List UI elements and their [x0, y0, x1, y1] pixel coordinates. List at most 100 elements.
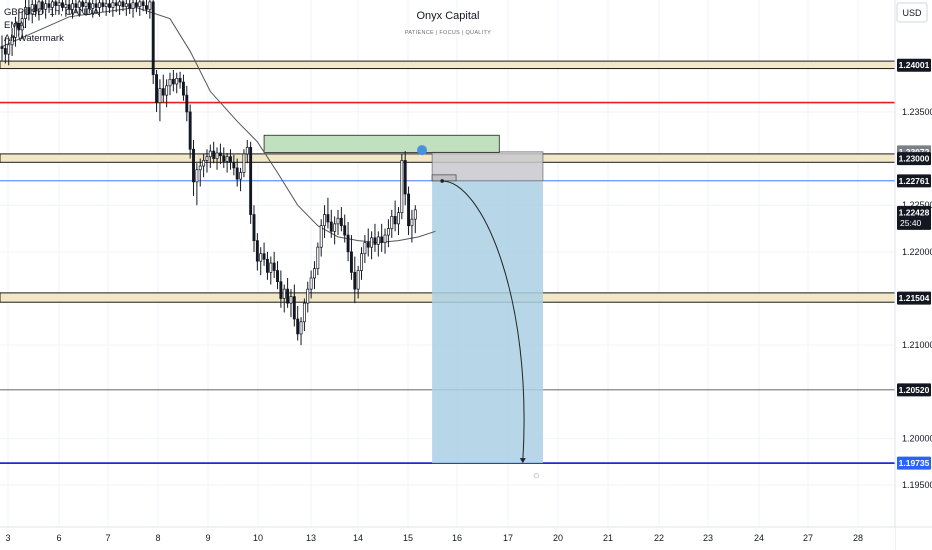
- candle-body: [383, 234, 387, 243]
- price-tick-label: 1.22500: [902, 200, 932, 210]
- candle-body: [323, 214, 327, 227]
- candle-body: [101, 2, 105, 7]
- candle-body: [108, 3, 111, 8]
- time-tick-label: 15: [403, 533, 413, 543]
- candle-body: [296, 318, 300, 335]
- price-badge: [897, 174, 931, 188]
- candle-body: [158, 88, 162, 103]
- time-tick-label: 22: [654, 533, 664, 543]
- candle-body: [40, 1, 44, 10]
- candle-body: [27, 7, 31, 15]
- candle-body: [141, 1, 145, 6]
- candle-body: [376, 236, 380, 245]
- currency-button[interactable]: [896, 2, 928, 23]
- candle-body: [97, 2, 101, 8]
- candle-body: [400, 160, 404, 214]
- candle-body: [282, 288, 286, 299]
- candle-body: [54, 1, 58, 6]
- candle-body: [272, 262, 276, 271]
- candle-body: [175, 78, 179, 85]
- supply-box: [263, 134, 500, 153]
- candle-body: [20, 18, 24, 31]
- candle-body: [218, 152, 222, 157]
- small-circle-marker: [533, 472, 539, 479]
- candle-body: [319, 225, 323, 248]
- candle-body: [44, 3, 48, 10]
- chart-subtitle: PATIENCE | FOCUS | QUALITY: [405, 30, 491, 36]
- time-tick-label: 23: [703, 533, 713, 543]
- candle-body: [131, 2, 135, 9]
- candle-body: [393, 216, 397, 225]
- candle-body: [403, 160, 407, 195]
- candle-body: [313, 268, 316, 279]
- candle-body: [0, 46, 4, 49]
- candle-body: [255, 240, 259, 262]
- time-tick-label: 7: [105, 533, 110, 543]
- price-badge-countdown: 25:40: [900, 218, 922, 228]
- candle-body: [118, 1, 122, 6]
- candle-body: [7, 44, 11, 55]
- legend-indicator-ema[interactable]: EMA: [4, 20, 25, 31]
- time-tick-label: 17: [503, 533, 513, 543]
- candle-body: [269, 262, 273, 273]
- time-tick-label: 3: [5, 533, 10, 543]
- projection-arrowhead: [519, 458, 526, 464]
- chart-title: Onyx Capital: [417, 10, 480, 22]
- candle-body: [77, 1, 81, 8]
- price-badge-label: 1.21504: [899, 293, 930, 303]
- candle-body: [10, 36, 14, 46]
- legend-indicator-watermark[interactable]: Alt Watermark: [4, 33, 64, 44]
- candle-body: [326, 214, 330, 223]
- candle-body: [188, 111, 192, 150]
- price-badge-label: 1.24001: [899, 60, 930, 70]
- candle-body: [171, 78, 175, 85]
- time-tick-label: 27: [803, 533, 813, 543]
- candle-body: [249, 147, 253, 215]
- candle-body: [245, 147, 249, 155]
- price-badge: [897, 152, 931, 166]
- currency-button-label: USD: [902, 8, 922, 18]
- price-tick-label: 1.19500: [902, 480, 932, 490]
- candle-body: [339, 217, 343, 227]
- time-axis-background: [0, 527, 895, 550]
- price-badge-label: 1.23000: [899, 154, 930, 164]
- candle-body: [286, 288, 290, 304]
- candle-body: [47, 3, 51, 8]
- time-tick-label: 8: [155, 533, 160, 543]
- candle-body: [208, 150, 212, 158]
- candle-body: [111, 2, 115, 8]
- price-axis-ticks: 1.23500 1.22500 1.22000 1.21000 1.20000 1.195…: [902, 107, 932, 490]
- candle-body: [333, 223, 337, 232]
- candle-body: [128, 3, 132, 9]
- price-badge-label: 1.22428: [899, 207, 930, 217]
- candle-body: [50, 1, 54, 8]
- candle-body: [87, 2, 91, 9]
- candle-body: [178, 78, 182, 83]
- candle-body: [265, 258, 269, 273]
- candle-body: [302, 302, 306, 323]
- candle-body: [353, 272, 357, 290]
- price-tick-label: 1.20000: [902, 433, 932, 443]
- candle-body: [346, 234, 350, 253]
- time-tick-label: 16: [452, 533, 462, 543]
- candle-body: [212, 150, 216, 159]
- candle-body: [30, 4, 34, 15]
- candle-body: [198, 165, 202, 171]
- candle-body: [13, 22, 17, 38]
- time-tick-label: 9: [205, 533, 210, 543]
- legend-symbol[interactable]: GBPUSD, 1h, OANDA: [4, 7, 100, 18]
- candle-body: [181, 81, 185, 96]
- zone-band: [0, 60, 896, 70]
- candle-body: [235, 167, 239, 180]
- time-tick-label: 21: [603, 533, 613, 543]
- candle-body: [363, 242, 367, 255]
- candle-body: [366, 242, 370, 248]
- candle-body: [386, 228, 390, 236]
- candle-body: [151, 1, 155, 75]
- candle-body: [34, 4, 38, 12]
- candle-body: [329, 221, 333, 232]
- price-badge: [897, 205, 931, 230]
- candle-body: [81, 1, 85, 7]
- price-badge-label: 1.22761: [899, 176, 930, 186]
